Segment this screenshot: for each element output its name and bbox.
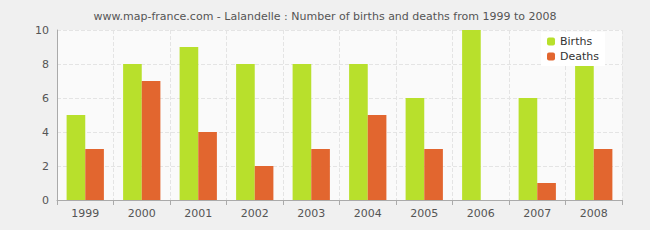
svg-text:10: 10 [35,24,49,37]
svg-text:2003: 2003 [297,207,325,220]
svg-text:2008: 2008 [580,207,608,220]
svg-text:2001: 2001 [184,207,212,220]
svg-text:Deaths: Deaths [560,50,599,63]
svg-text:2006: 2006 [467,207,495,220]
svg-text:2005: 2005 [410,207,438,220]
svg-text:2002: 2002 [241,207,269,220]
svg-text:8: 8 [42,58,49,71]
svg-text:2: 2 [42,160,49,173]
svg-text:2004: 2004 [354,207,382,220]
svg-text:0: 0 [42,194,49,207]
svg-text:4: 4 [42,126,49,139]
svg-text:2000: 2000 [128,207,156,220]
svg-text:6: 6 [42,92,49,105]
svg-text:www.map-france.com - Lalandell: www.map-france.com - Lalandelle : Number… [94,10,557,23]
svg-text:Births: Births [560,35,592,48]
svg-text:2007: 2007 [523,207,551,220]
svg-text:1999: 1999 [71,207,99,220]
